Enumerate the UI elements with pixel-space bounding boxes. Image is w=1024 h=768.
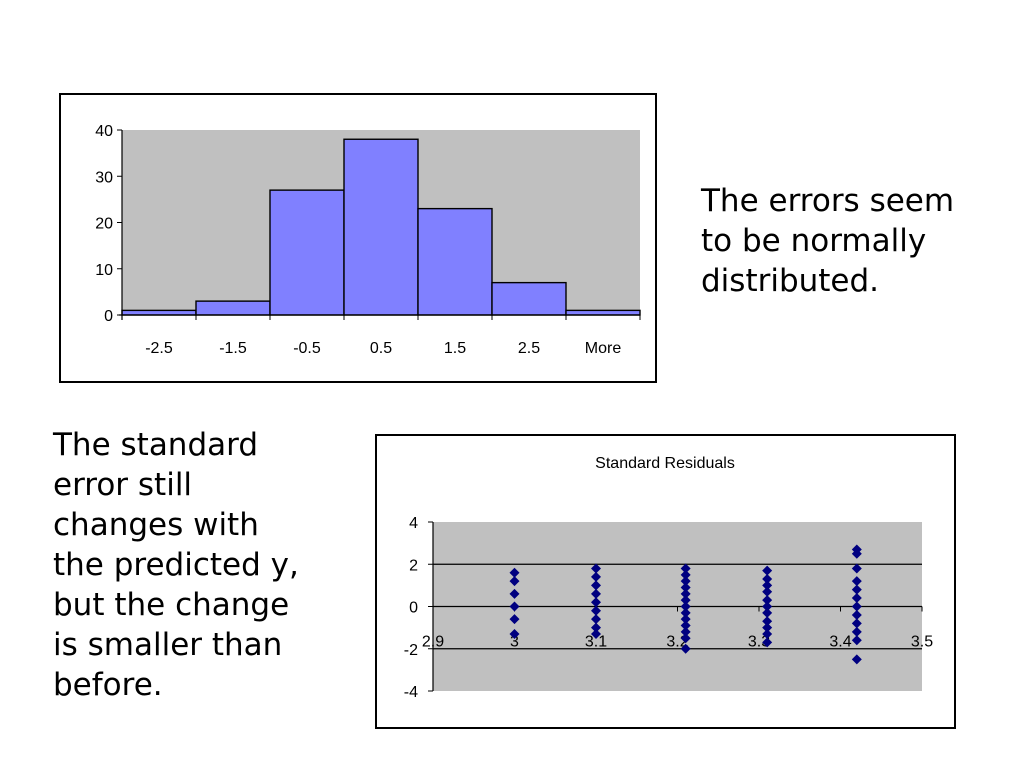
x-tick-label: 2.5 bbox=[518, 340, 540, 357]
x-tick-label: -1.5 bbox=[219, 340, 247, 357]
residual-point bbox=[762, 586, 773, 597]
residual-point bbox=[762, 622, 773, 633]
standard-error-note-line: changes with bbox=[53, 507, 259, 543]
residual-point bbox=[680, 620, 691, 631]
x-tick-label: -0.5 bbox=[293, 340, 321, 357]
histogram-bar bbox=[269, 189, 345, 316]
residual-point bbox=[680, 576, 691, 587]
residual-point bbox=[509, 588, 520, 599]
residual-point bbox=[851, 563, 862, 574]
residual-point bbox=[509, 614, 520, 625]
histogram-bar bbox=[417, 207, 493, 316]
histogram-bar bbox=[195, 300, 271, 316]
residual-point bbox=[680, 614, 691, 625]
residual-point bbox=[851, 626, 862, 637]
x-tick-label: 0.5 bbox=[370, 340, 392, 357]
histogram-chart: 0 10 20 30 40 -2.5 -1.5 -0.5 0.5 1.5 2.5 More bbox=[59, 93, 657, 383]
residual-point bbox=[762, 637, 773, 648]
histogram-bar bbox=[121, 309, 197, 316]
normality-note: The errors seem to be normally distribut… bbox=[701, 181, 1001, 301]
normality-note-line: to be normally bbox=[701, 223, 927, 259]
normality-note-line: The errors seem bbox=[701, 183, 955, 219]
residual-point bbox=[762, 595, 773, 606]
residual-point bbox=[591, 622, 601, 633]
residual-point bbox=[591, 571, 601, 582]
y-tick-label: 0 bbox=[104, 308, 113, 325]
y-tick-label: -4 bbox=[404, 684, 418, 701]
residual-point bbox=[762, 616, 773, 627]
residual-point bbox=[680, 626, 691, 637]
chart-title: Standard Residuals bbox=[595, 455, 735, 472]
residual-point bbox=[591, 614, 601, 625]
y-tick-label: 40 bbox=[95, 123, 113, 140]
residual-point bbox=[680, 607, 691, 618]
residuals-chart: Standard Residuals 4 2 0 -2 -4 2.9 3 3.1 3.2 3.3 3.… bbox=[375, 434, 956, 729]
residual-point bbox=[509, 601, 520, 612]
residual-point bbox=[591, 588, 601, 599]
residual-point bbox=[591, 580, 601, 591]
residual-point bbox=[680, 569, 691, 580]
normality-note-line: distributed. bbox=[701, 263, 880, 299]
standard-error-note-line: The standard bbox=[53, 427, 259, 463]
residual-point bbox=[762, 565, 773, 576]
y-tick-label: 4 bbox=[409, 515, 418, 532]
residual-point bbox=[680, 563, 691, 574]
y-tick-label: 30 bbox=[95, 169, 113, 186]
residual-point bbox=[851, 584, 862, 595]
standard-error-note-line: but the change bbox=[53, 587, 290, 623]
y-tick-label: 10 bbox=[95, 262, 113, 279]
y-tick-label: 0 bbox=[409, 600, 418, 617]
standard-error-note-line: error still bbox=[53, 467, 193, 503]
x-tick-label: 1.5 bbox=[444, 340, 466, 357]
residual-point bbox=[680, 643, 691, 654]
x-tick-label: 3.4 bbox=[829, 634, 851, 651]
residual-point bbox=[762, 574, 773, 585]
residual-point bbox=[762, 601, 773, 612]
x-tick-label: More bbox=[585, 340, 622, 357]
standard-error-note-line: is smaller than bbox=[53, 627, 283, 663]
standard-error-note-line: the predicted y, bbox=[53, 547, 299, 583]
residual-point bbox=[851, 593, 862, 604]
standard-error-note: The standard error still changes with th… bbox=[53, 425, 343, 705]
residual-point bbox=[851, 618, 862, 629]
x-tick-label: 3 bbox=[510, 634, 519, 651]
residual-point bbox=[591, 605, 601, 616]
standard-error-note-line: before. bbox=[53, 667, 163, 703]
x-tick-label: 3.3 bbox=[748, 634, 770, 651]
residual-point bbox=[509, 576, 520, 587]
residual-point bbox=[680, 595, 691, 606]
histogram-bar bbox=[343, 138, 419, 316]
residual-point bbox=[680, 588, 691, 599]
x-tick-label: -2.5 bbox=[145, 340, 173, 357]
residual-point bbox=[680, 633, 691, 644]
residual-point bbox=[762, 580, 773, 591]
residual-point bbox=[591, 563, 601, 574]
residual-point bbox=[680, 582, 691, 593]
residual-point bbox=[591, 597, 601, 608]
residual-point bbox=[851, 635, 862, 646]
residual-point bbox=[591, 628, 601, 639]
residual-point bbox=[509, 628, 520, 639]
residual-point bbox=[851, 548, 862, 559]
residual-point bbox=[762, 628, 773, 639]
y-tick-label: 2 bbox=[409, 557, 418, 574]
residual-point bbox=[509, 567, 520, 578]
y-tick-label: 20 bbox=[95, 216, 113, 233]
residual-point bbox=[680, 601, 691, 612]
residual-point bbox=[762, 607, 773, 618]
residual-point bbox=[851, 654, 862, 665]
histogram-svg: 0 10 20 30 40 -2.5 -1.5 -0.5 0.5 1.5 2.5 More bbox=[95, 123, 641, 357]
y-tick-label: -2 bbox=[404, 642, 418, 659]
residual-point bbox=[851, 609, 862, 620]
residual-point bbox=[851, 601, 862, 612]
histogram-bar bbox=[491, 281, 567, 316]
x-tick-label: 3.1 bbox=[585, 634, 607, 651]
residual-point bbox=[851, 576, 862, 587]
x-tick-label: 3.5 bbox=[911, 634, 933, 651]
x-tick-label: 2.9 bbox=[422, 634, 444, 651]
histogram-bar bbox=[565, 309, 641, 316]
